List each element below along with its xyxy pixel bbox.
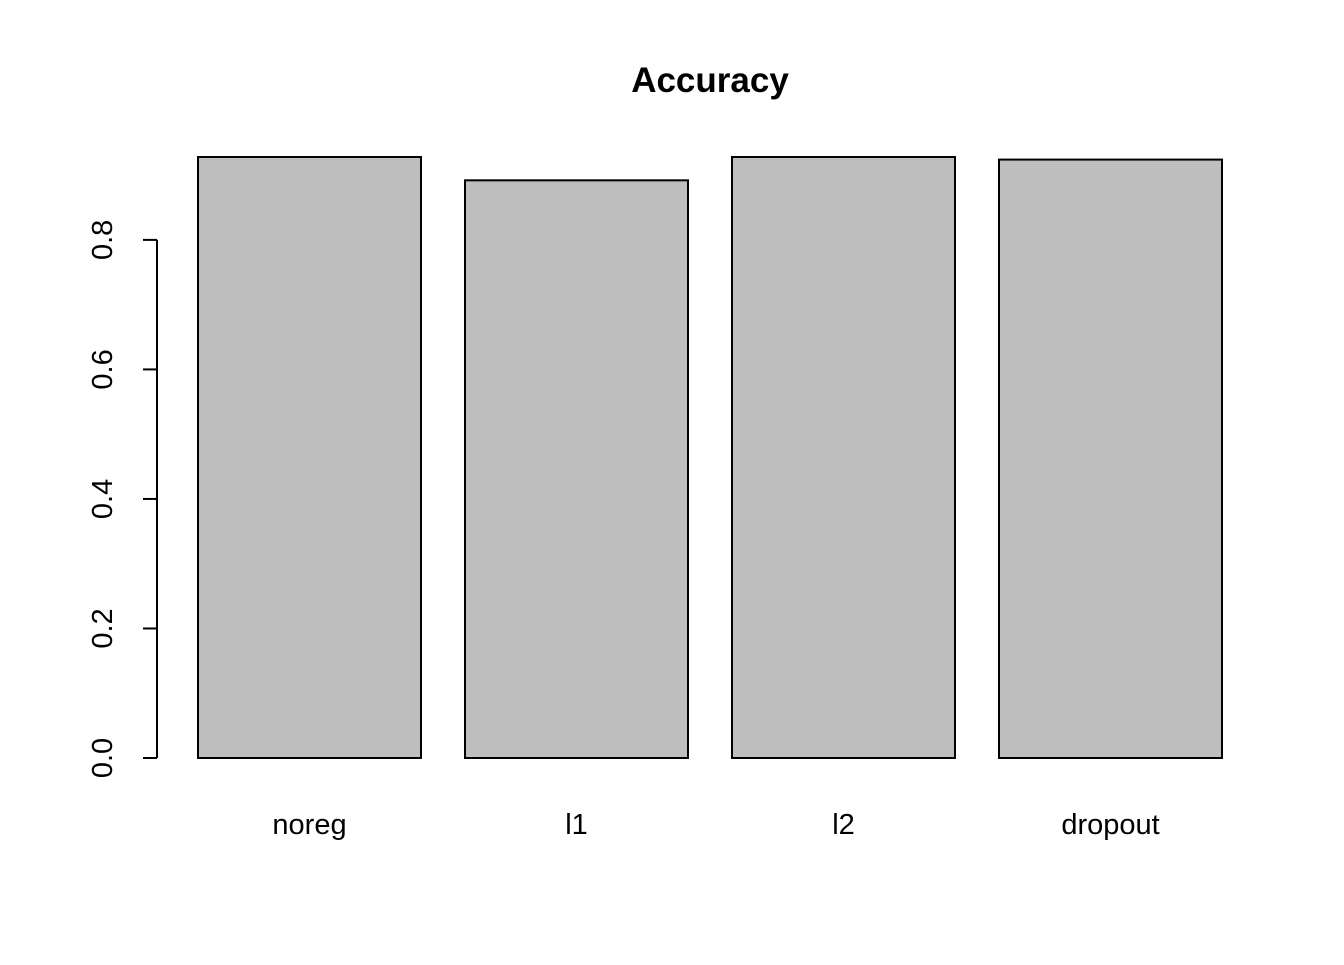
y-tick-label: 0.4 <box>87 479 119 519</box>
category-label: noreg <box>272 809 346 841</box>
bar-l1 <box>464 179 689 760</box>
y-tick-label: 0.8 <box>87 220 119 260</box>
y-tick-label: 0.6 <box>87 349 119 389</box>
category-label: l2 <box>832 809 855 841</box>
y-axis: 0.0 0.2 0.4 0.6 0.8 <box>87 220 158 778</box>
bars-group <box>197 156 1223 760</box>
y-tick-label: 0.0 <box>87 738 119 778</box>
y-tick-label: 0.2 <box>87 608 119 648</box>
bar-noreg <box>197 156 422 759</box>
category-label: l1 <box>565 809 588 841</box>
category-labels: noreg l1 l2 dropout <box>272 809 1159 841</box>
bar-dropout <box>998 158 1223 759</box>
chart-title: Accuracy <box>631 61 789 100</box>
bar-l2 <box>731 156 956 759</box>
category-label: dropout <box>1061 809 1159 841</box>
